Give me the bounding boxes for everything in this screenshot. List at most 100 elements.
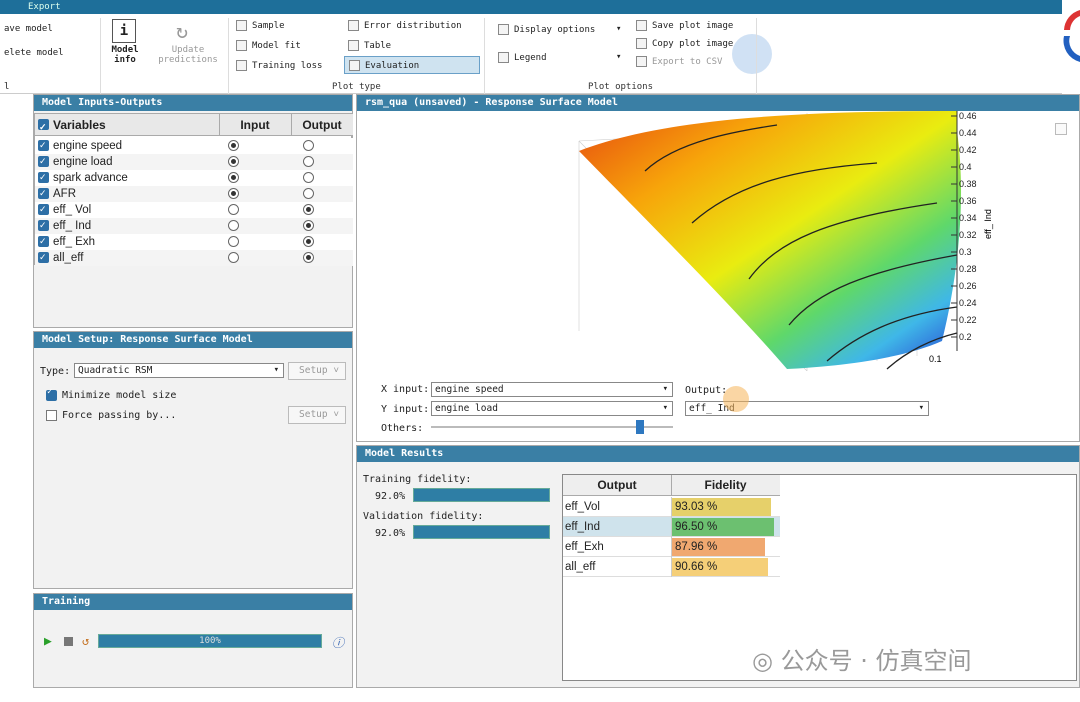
minimize-model-size[interactable]: Minimize model size — [46, 387, 346, 403]
update-predictions-button[interactable]: Update predictions — [158, 45, 218, 65]
table-row[interactable]: eff_Exh 87.96 % — [563, 537, 780, 557]
model-fit-icon — [236, 40, 247, 51]
delete-model-button[interactable]: elete model — [4, 48, 64, 58]
table-row[interactable]: spark advance — [35, 169, 353, 186]
input-radio[interactable] — [228, 236, 239, 247]
force-passing-by[interactable]: Force passing by... — [46, 409, 246, 423]
plot-model-fit[interactable]: Model fit — [236, 40, 301, 51]
variable-checkbox[interactable] — [38, 137, 49, 153]
refresh-icon: ↻ — [176, 19, 189, 43]
table-row[interactable]: eff_ Exh — [35, 233, 353, 250]
variable-name: spark advance — [53, 172, 128, 184]
output-name: all_eff — [565, 561, 596, 573]
input-radio[interactable] — [228, 252, 239, 263]
others-label: Others: — [381, 423, 424, 434]
minimize-checkbox[interactable] — [46, 387, 57, 401]
output-radio[interactable] — [303, 156, 314, 167]
variable-name: eff_ Vol — [53, 204, 92, 216]
x-input-label: X input: — [381, 384, 430, 395]
menu-export[interactable]: Export — [28, 2, 61, 12]
input-radio[interactable] — [228, 204, 239, 215]
fidelity-bar — [672, 498, 771, 516]
variable-checkbox[interactable] — [38, 201, 49, 217]
output-radio[interactable] — [303, 140, 314, 151]
header-output: Output — [597, 478, 637, 492]
model-results-panel: Model Results Training fidelity: 92.0% V… — [356, 445, 1080, 688]
training-progress-bar: 100% — [98, 634, 322, 648]
z-axis-ticks: 0.46 0.44 0.42 0.4 0.38 0.36 0.34 0.32 0.3 0.28 0.… — [951, 111, 977, 351]
z-tick-label: 0.3 — [959, 247, 972, 257]
output-radio[interactable] — [303, 236, 314, 247]
input-radio[interactable] — [228, 220, 239, 231]
logo-area — [1062, 0, 1080, 80]
output-select[interactable]: eff_ Ind ▾ — [685, 401, 929, 416]
z-tick-label: 0.32 — [959, 230, 977, 240]
reset-icon[interactable]: ↺ — [82, 634, 90, 648]
display-options-dropdown[interactable]: Display options — [498, 24, 595, 35]
plot-training-loss[interactable]: Training loss — [236, 60, 322, 71]
others-slider-track[interactable] — [431, 426, 673, 428]
fidelity-value: 96.50 % — [675, 521, 718, 533]
results-table: Output Fidelity eff_Vol 93.03 % eff_Ind 96.… — [562, 474, 1077, 681]
output-radio[interactable] — [303, 204, 314, 215]
table-row[interactable]: all_eff — [35, 249, 353, 266]
surface-mesh — [579, 111, 962, 369]
others-slider-thumb[interactable] — [636, 420, 644, 434]
stop-icon[interactable] — [64, 637, 73, 646]
export-csv-button[interactable]: Export to CSV — [636, 56, 722, 67]
x-input-select[interactable]: engine speed ▾ — [431, 382, 673, 397]
plot-options-label: Plot options — [588, 82, 654, 92]
model-info-button[interactable]: Model info — [111, 45, 139, 65]
variable-checkbox[interactable] — [38, 233, 49, 249]
input-radio[interactable] — [228, 156, 239, 167]
table-row[interactable]: eff_Vol 93.03 % — [563, 497, 780, 517]
plot-error-distribution[interactable]: Error distribution — [348, 20, 462, 31]
output-radio[interactable] — [303, 172, 314, 183]
info-icon[interactable]: ⓘ — [332, 636, 345, 650]
y-input-select[interactable]: engine load ▾ — [431, 401, 673, 416]
copy-plot-image-button[interactable]: Copy plot image — [636, 38, 733, 49]
fidelity-bar — [672, 538, 765, 556]
cursor-highlight — [723, 386, 749, 412]
variable-checkbox[interactable] — [38, 217, 49, 233]
plot-table[interactable]: Table — [348, 40, 391, 51]
variable-checkbox[interactable] — [38, 185, 49, 201]
output-radio[interactable] — [303, 220, 314, 231]
save-plot-image-button[interactable]: Save plot image — [636, 20, 733, 31]
input-radio[interactable] — [228, 172, 239, 183]
variable-checkbox[interactable] — [38, 249, 49, 265]
setup-button[interactable]: Setup ˅ — [288, 362, 346, 380]
table-row[interactable]: eff_Ind 96.50 % — [563, 517, 780, 537]
output-radio[interactable] — [303, 252, 314, 263]
input-radio[interactable] — [228, 140, 239, 151]
variable-checkbox[interactable] — [38, 153, 49, 169]
header-output: Output — [302, 118, 342, 132]
plot-sample[interactable]: Sample — [236, 20, 285, 31]
save-model-button[interactable]: ave model — [4, 24, 53, 34]
response-surface-plot[interactable]: 0.46 0.44 0.42 0.4 0.38 0.36 0.34 0.32 0.3 0.28 0.… — [357, 111, 1080, 371]
input-radio[interactable] — [228, 188, 239, 199]
type-select[interactable]: Quadratic RSM ▾ — [74, 363, 284, 378]
plot-toolbar-icon[interactable] — [1055, 123, 1067, 135]
type-label: Type: — [40, 366, 71, 377]
chevron-down-icon: ▾ — [662, 403, 668, 413]
play-icon[interactable]: ▶ — [44, 634, 52, 649]
force-checkbox[interactable] — [46, 410, 57, 421]
z-tick-label: 0.46 — [959, 111, 977, 121]
wechat-icon: ◎ — [752, 647, 781, 675]
table-row[interactable]: eff_ Vol — [35, 201, 353, 218]
table-row[interactable]: engine speed — [35, 137, 353, 154]
legend-dropdown[interactable]: Legend — [498, 52, 547, 63]
select-all-checkbox[interactable] — [38, 116, 49, 138]
force-setup-button[interactable]: Setup ˅ — [288, 406, 346, 424]
z-tick-label: 0.44 — [959, 128, 977, 138]
output-radio[interactable] — [303, 188, 314, 199]
table-row[interactable]: AFR — [35, 185, 353, 202]
plot-evaluation-selected[interactable]: Evaluation — [344, 56, 480, 74]
variable-name: engine load — [53, 156, 113, 168]
table-row[interactable]: all_eff 90.66 % — [563, 557, 780, 577]
table-row[interactable]: engine load — [35, 153, 353, 170]
y-input-label: Y input: — [381, 404, 430, 415]
variable-checkbox[interactable] — [38, 169, 49, 185]
table-row[interactable]: eff_ Ind — [35, 217, 353, 234]
